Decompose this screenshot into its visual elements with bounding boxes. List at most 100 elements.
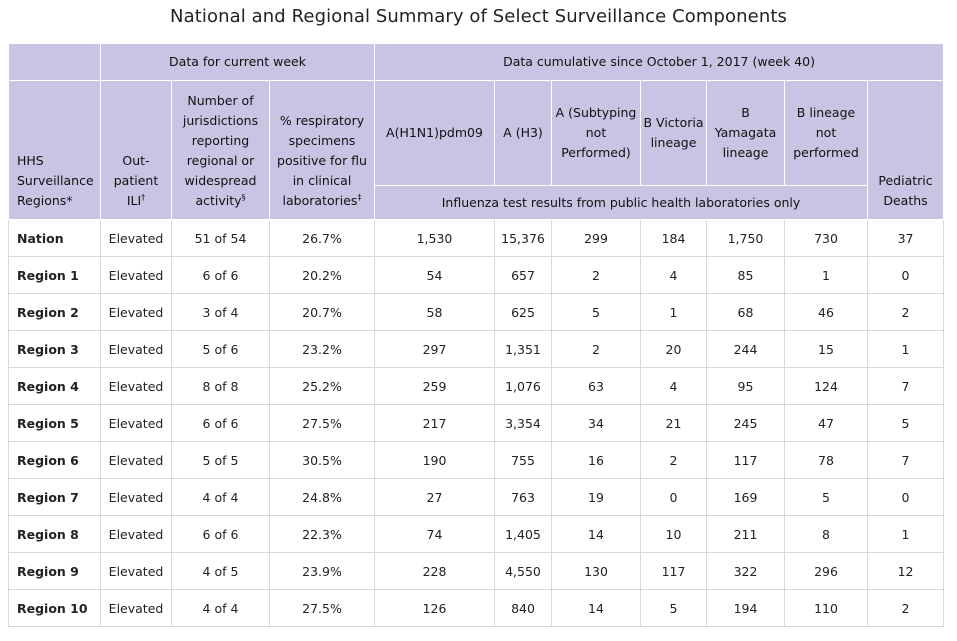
- b-lineage-not-performed-cell: 78: [784, 441, 868, 479]
- b-victoria-cell: 117: [640, 552, 707, 590]
- pediatric-deaths-cell: 37: [866, 219, 945, 257]
- h1n1-cell: 74: [374, 515, 495, 553]
- region-name-cell: Region 9: [8, 552, 101, 590]
- b-lineage-not-performed-cell: 1: [784, 256, 868, 294]
- table-row: Region 3 Elevated 5 of 6 23.2% 297 1,351 2 20 24…: [8, 330, 945, 368]
- jurisdictions-cell: 5 of 5: [171, 441, 270, 479]
- pediatric-deaths-cell: 12: [866, 552, 945, 590]
- h1n1-cell: 1,530: [374, 219, 495, 257]
- pediatric-deaths-cell: 5: [866, 404, 945, 442]
- table-row: Region 1 Elevated 6 of 6 20.2% 54 657 2 4 85 1 0: [8, 256, 945, 294]
- h1n1-cell: 27: [374, 478, 495, 516]
- h3-cell: 657: [494, 256, 552, 294]
- a-not-subtyped-cell: 16: [551, 441, 641, 479]
- jurisdictions-cell: 6 of 6: [171, 404, 270, 442]
- b-lineage-not-performed-cell: 730: [784, 219, 868, 257]
- b-lineage-not-performed-cell: 5: [784, 478, 868, 516]
- jurisdictions-header-label: Number of jurisdictions reporting region…: [182, 93, 259, 208]
- blank-header-cell: [8, 43, 101, 81]
- table-body: Nation Elevated 51 of 54 26.7% 1,530 15,376 29…: [8, 219, 945, 627]
- b-lineage-not-performed-cell: 124: [784, 367, 868, 405]
- b-yamagata-cell: 244: [706, 330, 785, 368]
- a-not-subtyped-cell: 2: [551, 256, 641, 294]
- pediatric-deaths-column-header: Pediatric Deaths: [866, 80, 945, 220]
- jurisdictions-cell: 4 of 4: [171, 589, 270, 627]
- pediatric-deaths-cell: 0: [866, 478, 945, 516]
- percent-positive-column-header: % respiratory specimens positive for flu…: [269, 80, 375, 220]
- a-not-subtyped-cell: 5: [551, 293, 641, 331]
- b-lineage-not-performed-column-header: B lineage not performed: [784, 80, 868, 186]
- b-lineage-not-performed-cell: 47: [784, 404, 868, 442]
- b-yamagata-cell: 322: [706, 552, 785, 590]
- a-not-subtyped-cell: 130: [551, 552, 641, 590]
- h3-cell: 755: [494, 441, 552, 479]
- jurisdictions-cell: 4 of 5: [171, 552, 270, 590]
- h1n1-cell: 190: [374, 441, 495, 479]
- percent-positive-cell: 27.5%: [269, 404, 375, 442]
- page-title: National and Regional Summary of Select …: [170, 6, 787, 27]
- h3-cell: 1,405: [494, 515, 552, 553]
- percent-positive-header-label: % respiratory specimens positive for flu…: [277, 113, 367, 208]
- pediatric-deaths-cell: 1: [866, 515, 945, 553]
- a-not-subtyped-cell: 299: [551, 219, 641, 257]
- region-name-cell: Region 6: [8, 441, 101, 479]
- h1n1-cell: 58: [374, 293, 495, 331]
- section-footnote-mark: §: [241, 192, 246, 202]
- ili-column-header: Out-patient ILI†: [100, 80, 172, 220]
- ili-header-label: Out-patient ILI: [113, 153, 159, 208]
- ili-cell: Elevated: [100, 367, 172, 405]
- h3-cell: 1,351: [494, 330, 552, 368]
- table-row: Nation Elevated 51 of 54 26.7% 1,530 15,376 29…: [8, 219, 945, 257]
- b-yamagata-cell: 85: [706, 256, 785, 294]
- ili-cell: Elevated: [100, 404, 172, 442]
- table-row: Region 2 Elevated 3 of 4 20.7% 58 625 5 1 68 46 2: [8, 293, 945, 331]
- region-name-cell: Region 1: [8, 256, 101, 294]
- h3-column-header: A (H3): [494, 80, 552, 186]
- b-victoria-cell: 4: [640, 367, 707, 405]
- region-name-cell: Region 2: [8, 293, 101, 331]
- b-victoria-cell: 1: [640, 293, 707, 331]
- h1n1-cell: 297: [374, 330, 495, 368]
- pediatric-deaths-cell: 1: [866, 330, 945, 368]
- pediatric-deaths-cell: 7: [866, 367, 945, 405]
- b-victoria-cell: 2: [640, 441, 707, 479]
- b-yamagata-cell: 95: [706, 367, 785, 405]
- percent-positive-cell: 20.7%: [269, 293, 375, 331]
- jurisdictions-cell: 3 of 4: [171, 293, 270, 331]
- pediatric-deaths-cell: 2: [866, 293, 945, 331]
- ili-cell: Elevated: [100, 256, 172, 294]
- b-victoria-cell: 20: [640, 330, 707, 368]
- h3-cell: 3,354: [494, 404, 552, 442]
- b-victoria-cell: 184: [640, 219, 707, 257]
- lab-note: Influenza test results from public healt…: [374, 185, 868, 220]
- b-victoria-cell: 5: [640, 589, 707, 627]
- ili-cell: Elevated: [100, 219, 172, 257]
- percent-positive-cell: 24.8%: [269, 478, 375, 516]
- a-not-subtyped-cell: 19: [551, 478, 641, 516]
- cumulative-header: Data cumulative since October 1, 2017 (w…: [373, 43, 945, 81]
- region-name-cell: Region 3: [8, 330, 101, 368]
- b-lineage-not-performed-cell: 8: [784, 515, 868, 553]
- region-column-header: HHS Surveillance Regions*: [8, 80, 101, 220]
- h1n1-cell: 217: [374, 404, 495, 442]
- b-yamagata-cell: 245: [706, 404, 785, 442]
- pediatric-deaths-cell: 0: [866, 256, 945, 294]
- region-name-cell: Nation: [8, 219, 101, 257]
- h3-cell: 625: [494, 293, 552, 331]
- a-not-subtyped-cell: 14: [551, 515, 641, 553]
- b-victoria-cell: 21: [640, 404, 707, 442]
- b-lineage-not-performed-cell: 110: [784, 589, 868, 627]
- h1n1-cell: 126: [374, 589, 495, 627]
- percent-positive-cell: 26.7%: [269, 219, 375, 257]
- b-lineage-not-performed-cell: 46: [784, 293, 868, 331]
- h3-cell: 840: [494, 589, 552, 627]
- b-victoria-cell: 10: [640, 515, 707, 553]
- region-name-cell: Region 4: [8, 367, 101, 405]
- ili-cell: Elevated: [100, 552, 172, 590]
- jurisdictions-cell: 4 of 4: [171, 478, 270, 516]
- table-row: Region 5 Elevated 6 of 6 27.5% 217 3,354 34 21 2…: [8, 404, 945, 442]
- b-victoria-cell: 4: [640, 256, 707, 294]
- current-week-header: Data for current week: [100, 43, 375, 81]
- ili-cell: Elevated: [100, 441, 172, 479]
- jurisdictions-cell: 6 of 6: [171, 515, 270, 553]
